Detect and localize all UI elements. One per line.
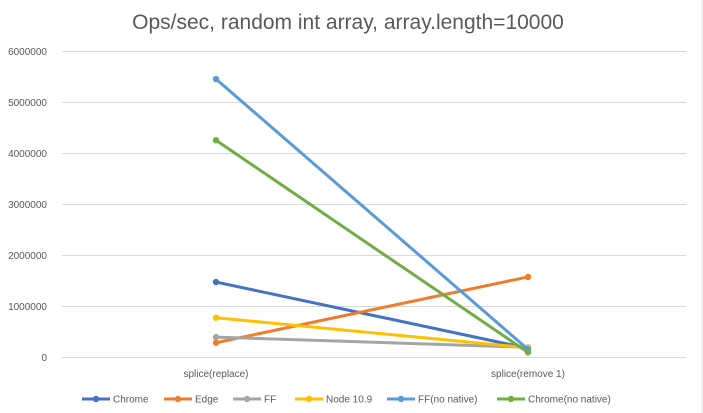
legend-label: Edge [195,395,219,406]
legend-swatch-marker [174,395,182,403]
series-line [214,138,530,354]
data-point [524,349,532,356]
legend-item: Chrome [82,395,149,406]
y-tick-label: 5000000 [8,98,47,109]
data-point [212,137,220,144]
y-tick-label: 6000000 [8,47,47,58]
data-point [212,278,220,286]
legend-label: FF(no native) [418,395,477,406]
legend-item: Edge [164,395,219,406]
x-tick-label: splice(replace) [183,369,248,380]
legend-item: FF [233,395,276,406]
x-tick-label: splice(remove 1) [491,369,565,380]
series-line [214,280,530,350]
y-axis-tick-labels: 0 1000000 2000000 3000000 4000000 5000000 6000… [8,47,47,364]
legend-swatch-marker [243,395,251,403]
data-point [524,273,532,281]
chart-title: Ops/sec, random int array, array.length=… [132,11,564,34]
data-point [212,314,220,321]
data-point [212,333,220,341]
legend-label: Chrome [113,395,149,406]
y-tick-label: 2000000 [8,251,47,262]
legend-swatch-marker [305,395,313,403]
legend-item: Chrome(no native) [497,395,611,406]
x-axis-tick-labels: splice(replace) splice(remove 1) [183,369,564,380]
y-tick-label: 0 [41,353,47,364]
legend-swatch-marker [397,395,405,403]
legend-item: FF(no native) [387,395,477,406]
series-chrome [212,278,532,352]
legend-label: Node 10.9 [326,395,373,406]
series-chrome-no-native [212,137,532,356]
series-line [214,275,530,345]
legend-label: FF [264,395,276,406]
y-tick-label: 3000000 [8,200,47,211]
legend-item: Node 10.9 [295,395,373,406]
series-lines [212,75,532,356]
legend-label: Chrome(no native) [528,395,611,406]
series-line [214,77,530,351]
y-tick-label: 1000000 [8,302,47,313]
data-point [212,75,220,83]
series-line [214,335,530,349]
legend-swatch-marker [92,395,100,403]
y-tick-label: 4000000 [8,149,47,160]
data-point [212,339,220,346]
series-line [214,316,530,350]
series-edge [212,273,532,346]
gridlines [62,51,686,358]
legend: Chrome Edge FF Node 10.9 FF(no native) Chrome… [82,395,611,406]
legend-swatch-marker [507,395,515,403]
